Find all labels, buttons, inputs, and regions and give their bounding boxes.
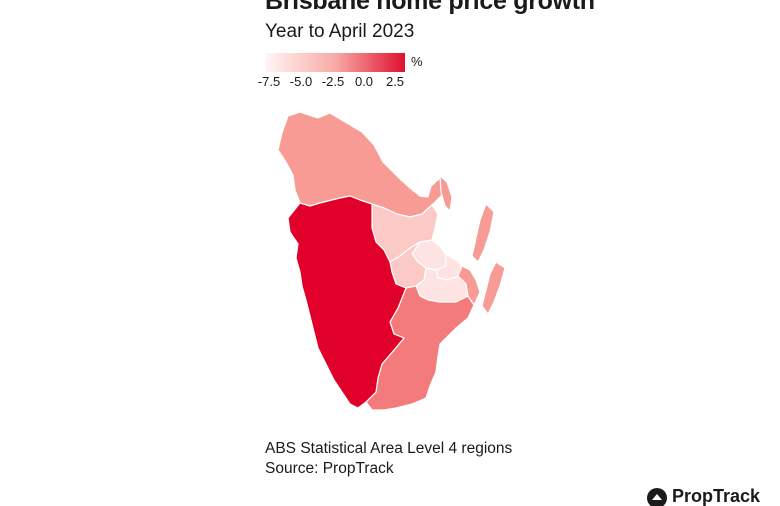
region-ipswich xyxy=(287,195,407,409)
legend-tick: 0.0 xyxy=(354,74,374,89)
legend-tick: -5.0 xyxy=(289,74,313,89)
proptrack-logo-icon xyxy=(647,488,667,506)
legend-unit: % xyxy=(411,54,423,69)
legend-colorbar xyxy=(266,53,405,72)
map-subtitle: Year to April 2023 xyxy=(265,21,415,42)
footer-note: ABS Statistical Area Level 4 regions xyxy=(265,440,513,457)
region-redland-island-south xyxy=(481,261,506,315)
legend-tick: 2.5 xyxy=(385,74,405,89)
region-redland xyxy=(457,265,481,306)
legend-tick: -7.5 xyxy=(257,74,281,89)
proptrack-logo: PropTrack xyxy=(645,486,775,506)
footer-source: Source: PropTrack xyxy=(265,460,394,477)
region-redland-island-north xyxy=(471,203,495,263)
logo-text: PropTrack xyxy=(672,486,761,506)
region-bribie-island xyxy=(439,175,453,212)
map-title: Brisbane home price growth xyxy=(265,0,595,15)
legend-tick: -2.5 xyxy=(321,74,345,89)
